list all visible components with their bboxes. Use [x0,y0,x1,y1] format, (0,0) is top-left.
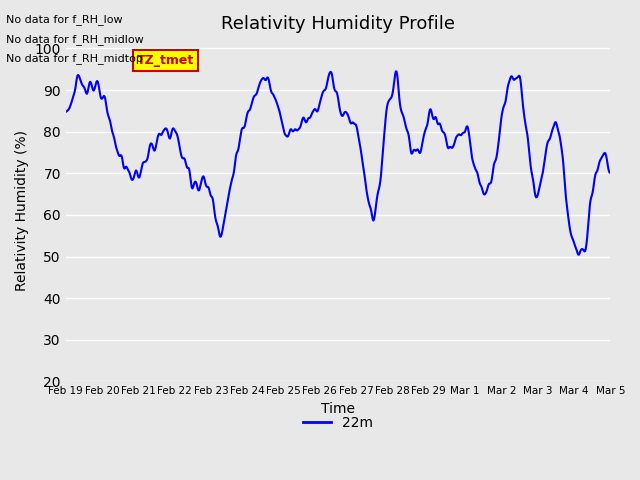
Y-axis label: Relativity Humidity (%): Relativity Humidity (%) [15,130,29,291]
Text: No data for f_RH_midlow: No data for f_RH_midlow [6,34,144,45]
Text: No data for f_RH_midtop: No data for f_RH_midtop [6,53,143,64]
Title: Relativity Humidity Profile: Relativity Humidity Profile [221,15,455,33]
Text: TZ_tmet: TZ_tmet [136,54,194,67]
X-axis label: Time: Time [321,402,355,416]
Text: No data for f_RH_low: No data for f_RH_low [6,14,123,25]
Legend: 22m: 22m [298,411,378,436]
